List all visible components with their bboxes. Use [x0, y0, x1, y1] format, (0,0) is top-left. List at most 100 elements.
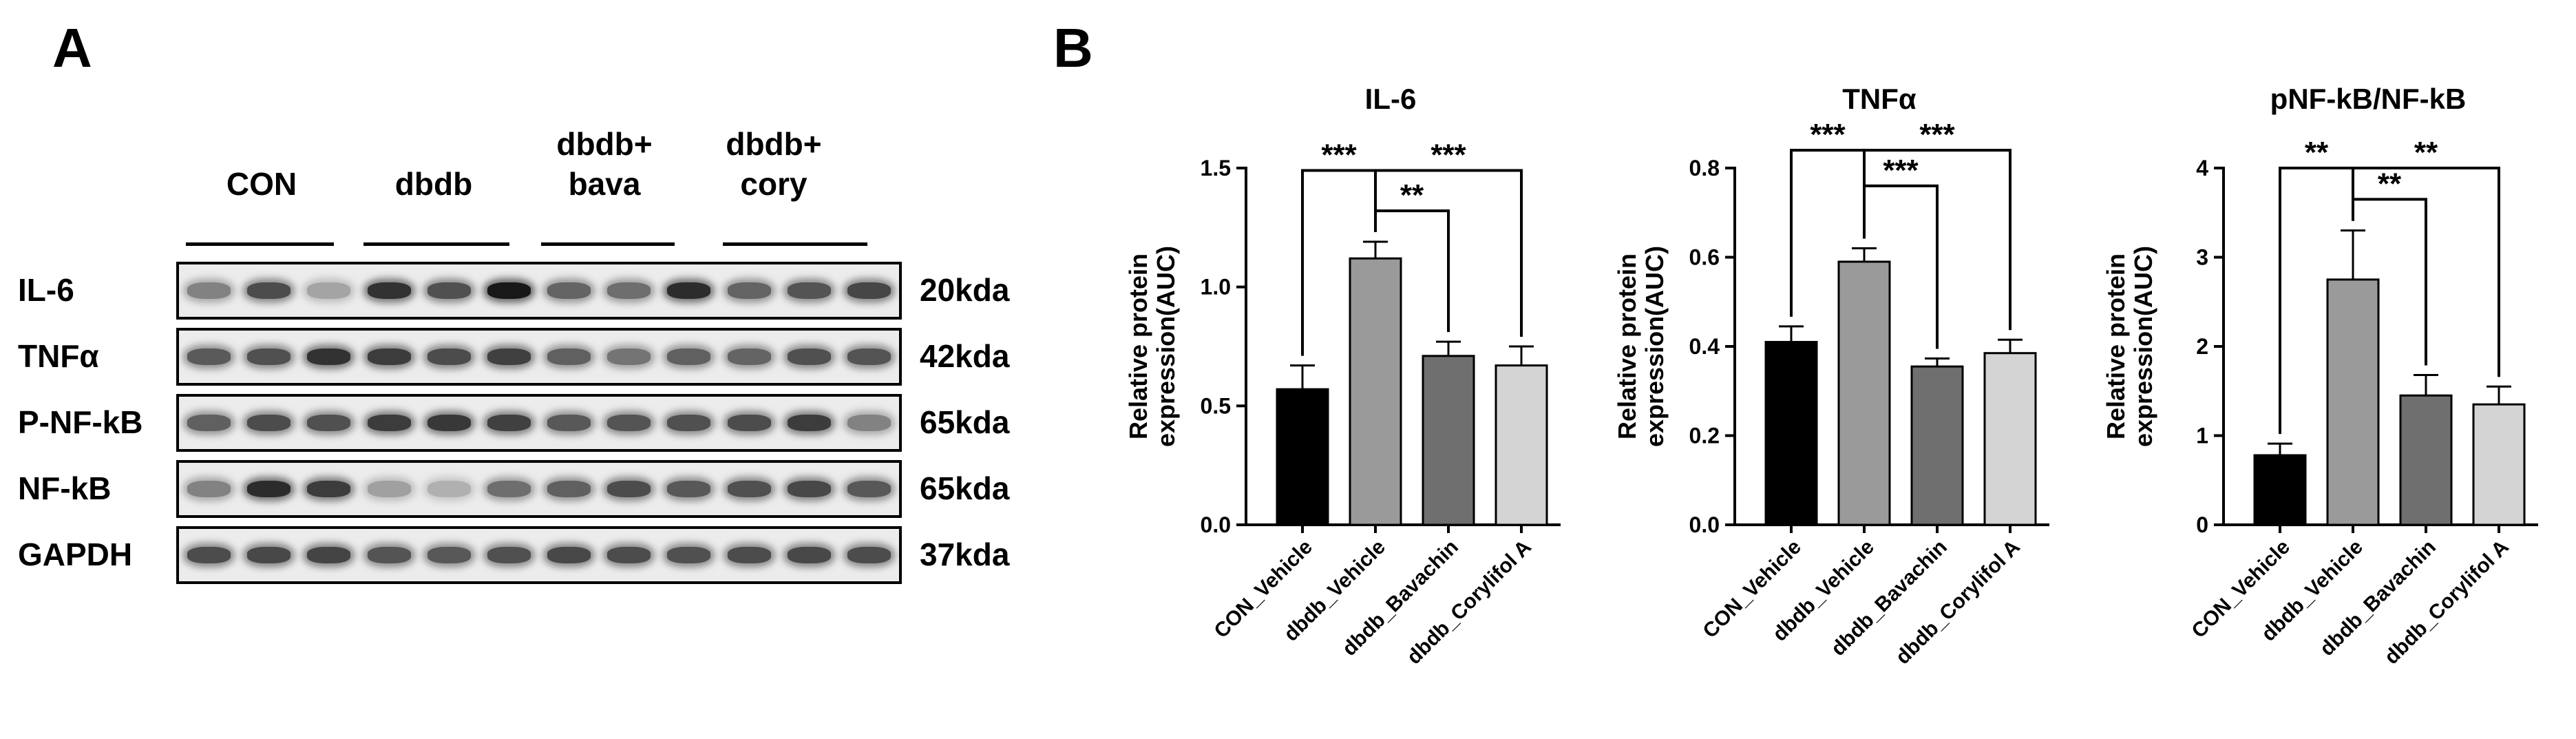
- blot-band: [847, 348, 891, 365]
- y-axis-label-line2: expression(AUC): [1152, 246, 1180, 447]
- blot-band: [547, 348, 591, 365]
- blot-band: [307, 415, 351, 431]
- y-axis-label-line1: Relative protein: [1613, 253, 1641, 439]
- bar: [2472, 403, 2526, 526]
- y-tick-label: 0.0: [1201, 512, 1231, 537]
- blot-row-label: GAPDH: [18, 537, 133, 572]
- bar: [1276, 388, 1329, 526]
- blot-band: [487, 481, 531, 497]
- blot-band: [667, 481, 711, 497]
- chart-svg: IL-6 Relative protein expression(AUC) 0.0 0.…: [1124, 83, 1561, 669]
- significance-label: ***: [1919, 118, 1955, 152]
- tnfa-bar-chart: TNFα Relative protein expression(AUC) 0.0 0.…: [1604, 0, 2058, 739]
- bar: [1983, 352, 2037, 526]
- y-tick-label: 0.2: [1689, 424, 1720, 448]
- y-tick-label: 0.0: [1689, 512, 1720, 537]
- blot-band: [367, 348, 411, 365]
- blot-strip: [176, 526, 902, 584]
- blot-group-label: dbdb+ cory: [698, 124, 849, 204]
- blot-row-label: IL-6: [18, 272, 74, 308]
- blot-band: [667, 415, 711, 431]
- blot-band: [847, 547, 891, 563]
- blot-band: [427, 282, 471, 299]
- pnfkb-bar-chart: pNF-kB/NF-kB Relative protein expression(A…: [2093, 0, 2547, 739]
- y-axis-label-line1: Relative protein: [1124, 253, 1152, 439]
- blot-strip: [176, 460, 902, 518]
- significance-bracket: [1374, 169, 1523, 337]
- blot-band: [187, 282, 231, 299]
- significance-label: **: [2305, 136, 2329, 169]
- blot-band: [367, 481, 411, 497]
- x-tick-label: dbdb_Corylifol A: [1403, 536, 1536, 669]
- blot-band: [787, 282, 831, 299]
- blot-band: [547, 547, 591, 563]
- blot-group-line: [541, 242, 675, 246]
- blot-group-label-line2: bava: [568, 166, 641, 202]
- blot-band: [247, 415, 291, 431]
- blot-band: [727, 282, 771, 299]
- blot-group-label: dbdb: [358, 164, 509, 204]
- chart-svg: TNFα Relative protein expression(AUC) 0.0 0.…: [1613, 83, 2049, 669]
- blot-strip: [176, 394, 902, 452]
- x-tick-label: dbdb_Corylifol A: [1892, 536, 2025, 669]
- blot-row-kda: 42kda: [920, 338, 1010, 374]
- blot-band: [247, 481, 291, 497]
- blot-band: [247, 547, 291, 563]
- blot-band: [307, 282, 351, 299]
- blot-group-label-line2: cory: [740, 166, 807, 202]
- blot-band: [187, 481, 231, 497]
- blot-band: [667, 282, 711, 299]
- bar: [1495, 364, 1548, 526]
- blot-band: [787, 348, 831, 365]
- significance-label: **: [2378, 167, 2402, 200]
- bar: [2399, 394, 2453, 526]
- chart-title: TNFα: [1842, 83, 1917, 115]
- blot-row-kda: 37kda: [920, 537, 1010, 572]
- blot-group-label-line1: CON: [226, 166, 297, 202]
- blot-band: [727, 415, 771, 431]
- blot-row-kda: 65kda: [920, 404, 1010, 440]
- blot-row-label: P-NF-kB: [18, 404, 143, 440]
- blot-row-label: NF-kB: [18, 470, 112, 506]
- bar: [2253, 454, 2307, 526]
- blot-group-line: [186, 242, 334, 246]
- il6-bar-chart: IL-6 Relative protein expression(AUC) 0.0 0.…: [1115, 0, 1570, 739]
- blot-band: [607, 481, 651, 497]
- bar: [1910, 365, 1964, 526]
- blot-group-label: CON: [186, 164, 337, 204]
- blot-band: [187, 547, 231, 563]
- blot-band: [787, 547, 831, 563]
- blot-band: [547, 415, 591, 431]
- blot-band: [547, 282, 591, 299]
- blot-band: [487, 547, 531, 563]
- chart-title: IL-6: [1365, 83, 1417, 115]
- significance-bracket: [1863, 149, 2012, 331]
- blot-band: [547, 481, 591, 497]
- blot-band: [607, 282, 651, 299]
- blot-band: [607, 348, 651, 365]
- blot-group-line: [363, 242, 509, 246]
- panel-label-b: B: [1053, 17, 1093, 79]
- blot-band: [487, 415, 531, 431]
- y-tick-label: 1: [2196, 424, 2208, 448]
- blot-band: [607, 415, 651, 431]
- blot-group-line: [723, 242, 867, 246]
- blot-row-kda: 65kda: [920, 470, 1010, 506]
- blot-band: [847, 481, 891, 497]
- blot-band: [427, 547, 471, 563]
- y-tick-label: 1.0: [1201, 275, 1231, 300]
- blot-band: [487, 348, 531, 365]
- significance-label: ***: [1321, 138, 1357, 171]
- blot-band: [247, 282, 291, 299]
- y-axis-label-line2: expression(AUC): [1640, 246, 1669, 447]
- blot-band: [367, 415, 411, 431]
- blot-group-label-line1: dbdb+: [556, 126, 653, 162]
- significance-label: ***: [1810, 118, 1846, 152]
- western-blot-panel: CON dbdb dbdb+ bava dbdb+ cory IL-6 20kda TNFα 42…: [0, 0, 1033, 739]
- blot-row-kda: 20kda: [920, 272, 1010, 308]
- bar: [1764, 341, 1818, 526]
- blot-group-label-line1: dbdb+: [726, 126, 822, 162]
- blot-group-label-line1: dbdb: [394, 166, 473, 202]
- blot-band: [187, 348, 231, 365]
- x-tick-label: dbdb_Corylifol A: [2380, 536, 2513, 669]
